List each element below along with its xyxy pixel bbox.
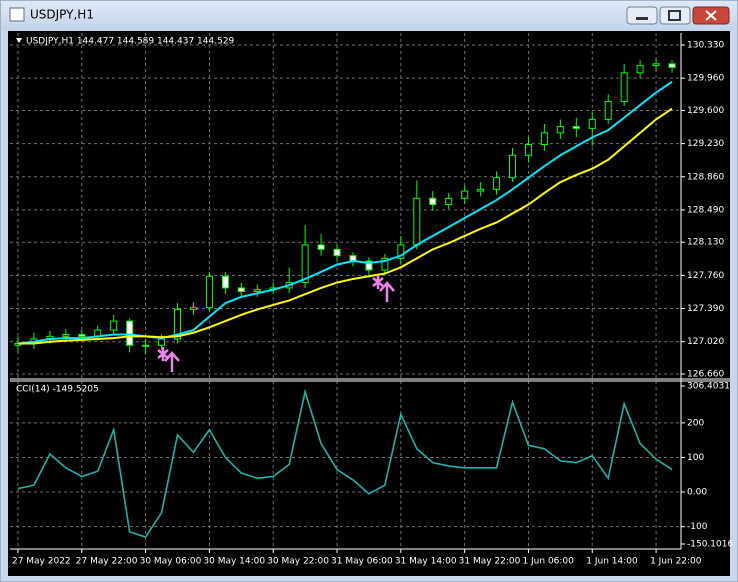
candle-body	[413, 197, 421, 246]
close-icon	[705, 10, 717, 21]
candle-body	[509, 154, 516, 179]
x-tick-label: 1 Jun 06:00	[522, 557, 574, 567]
signal-star	[157, 347, 169, 361]
candle-body	[668, 63, 676, 68]
maximize-icon	[668, 10, 681, 21]
indicator-line	[17, 388, 673, 538]
x-tick-label: 30 May 22:00	[267, 557, 329, 567]
candle-body	[604, 100, 612, 120]
title-bar	[1, 1, 737, 30]
candle-body	[588, 118, 596, 129]
candle-body	[461, 190, 469, 199]
y-tick-label: 100	[687, 453, 704, 463]
maximize-button[interactable]	[659, 6, 691, 25]
candle-body	[620, 72, 628, 102]
x-tick-label: 27 May 2022	[12, 557, 71, 567]
candle-body	[540, 132, 548, 146]
candle-body	[253, 289, 261, 293]
y-tick-label: -150.1016	[687, 540, 733, 550]
y-tick-label: 128.490	[687, 205, 724, 215]
menu-triangle	[16, 38, 22, 43]
x-tick-label: 31 May 22:00	[459, 557, 521, 567]
y-tick-label: 128.130	[687, 238, 724, 248]
candle-body	[365, 260, 373, 271]
candle-body	[333, 248, 341, 257]
y-tick-label: 127.390	[687, 304, 724, 314]
candle-body	[572, 126, 580, 129]
candle-body	[445, 197, 453, 206]
window-buttons[interactable]	[626, 6, 730, 25]
candle-body	[429, 197, 437, 206]
candle-body	[524, 144, 532, 156]
y-tick-label: 129.600	[687, 106, 724, 116]
candle-body	[301, 244, 309, 284]
buy-signal	[157, 275, 395, 372]
candle-body	[477, 188, 485, 192]
y-tick-label: 126.660	[687, 369, 724, 379]
candle-body	[110, 320, 118, 331]
y-tick-label: 200	[687, 418, 704, 428]
candle-body	[652, 63, 660, 67]
y-tick-label: -100	[687, 522, 708, 532]
candle-body	[126, 320, 134, 346]
candle-body	[158, 338, 166, 346]
y-tick-label: 127.760	[687, 271, 724, 281]
x-tick-label: 30 May 14:00	[203, 557, 265, 567]
signal-arrow	[164, 351, 180, 372]
candle-body	[221, 275, 229, 289]
candle-body	[397, 244, 405, 259]
x-tick-label: 1 Jun 22:00	[650, 557, 702, 567]
candle-body	[493, 177, 501, 190]
candle-body	[189, 307, 197, 310]
plot-layer: 27 May 2022 27 May 22:00 30 May 06:00 30 Ma…	[10, 33, 733, 567]
y-tick-label: 0.00	[687, 488, 707, 498]
candle-body	[205, 275, 213, 309]
candle-body	[317, 244, 325, 250]
y-tick-label: 306.4031	[687, 382, 730, 392]
x-tick-label: 1 Jun 14:00	[586, 557, 638, 567]
x-tick-label: 31 May 14:00	[395, 557, 457, 567]
candle-body	[142, 344, 150, 347]
moving-average	[17, 107, 673, 345]
x-tick-label: 31 May 06:00	[331, 557, 393, 567]
chart-title: USDJPY,H1 144.477 144.589 144.437 144.52…	[26, 37, 235, 47]
candle-body	[62, 334, 70, 337]
x-tick-label: 30 May 06:00	[140, 557, 202, 567]
indicator-title: CCI(14) -149.5205	[16, 385, 99, 395]
window-icon	[9, 7, 25, 22]
y-tick-label: 128.860	[687, 172, 724, 182]
candle-body	[78, 334, 86, 337]
y-tick-label: 127.020	[687, 337, 724, 347]
moving-average	[17, 80, 673, 345]
candle-body	[381, 257, 389, 271]
x-tick-label: 27 May 22:00	[76, 557, 138, 567]
y-tick-label: 130.330	[687, 41, 724, 51]
candle-body	[174, 308, 181, 340]
y-tick-label: 129.960	[687, 74, 724, 84]
candle-body	[237, 287, 245, 293]
candle-body	[636, 65, 644, 74]
signal-star	[372, 275, 384, 289]
minimize-icon	[636, 17, 648, 20]
minimize-button[interactable]	[626, 6, 658, 25]
signal-arrow	[379, 281, 395, 302]
window-title: USDJPY,H1	[30, 8, 94, 22]
y-tick-label: 129.230	[687, 139, 724, 149]
chart-area	[8, 31, 730, 576]
candle-body	[556, 126, 564, 134]
